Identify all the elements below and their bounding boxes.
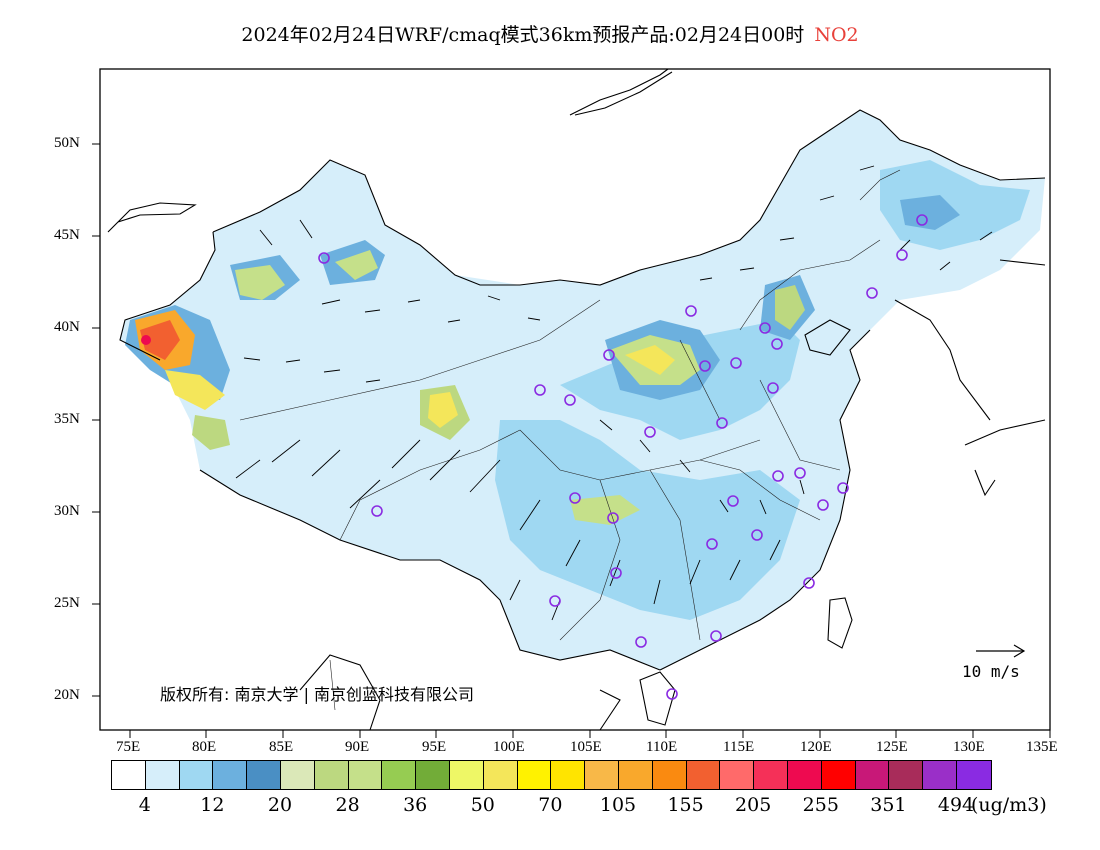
lon-label-115e: 115E <box>723 739 755 755</box>
color-legend-unit: (ug/m3) <box>971 794 1047 816</box>
legend-tick-label: 36 <box>403 794 428 816</box>
legend-swatch <box>517 761 552 789</box>
map-title: 2024年02月24日WRF/cmaq模式36km预报产品:02月24日00时 N… <box>0 20 1100 47</box>
lat-label-20n: 20N <box>54 687 80 703</box>
lat-label-30n: 30N <box>54 503 80 519</box>
lon-label-130e: 130E <box>953 739 985 755</box>
legend-tick-label: 494 <box>937 794 975 816</box>
legend-swatch <box>483 761 518 789</box>
lon-label-90e: 90E <box>345 739 370 755</box>
legend-swatch <box>179 761 214 789</box>
legend-tick-label: 205 <box>735 794 772 816</box>
lon-label-95e: 95E <box>422 739 447 755</box>
lon-label-120e: 120E <box>800 739 832 755</box>
legend-swatch <box>686 761 721 789</box>
copyright-notice: 版权所有: 南京大学 | 南京创蓝科技有限公司 <box>160 685 475 704</box>
legend-swatch <box>618 761 653 789</box>
lat-label-45n: 45N <box>54 227 80 243</box>
legend-tick-label: 105 <box>599 794 637 816</box>
legend-swatch <box>213 761 248 789</box>
city-markers <box>318 214 928 700</box>
lon-label-125e: 125E <box>876 739 908 755</box>
legend-swatch <box>314 761 349 789</box>
lon-label-80e: 80E <box>192 739 217 755</box>
concentration-field <box>120 110 1045 670</box>
legend-swatch <box>145 761 180 789</box>
legend-swatch <box>855 761 890 789</box>
lat-label-40n: 40N <box>54 319 80 335</box>
legend-swatch <box>787 761 822 789</box>
legend-tick-label: 255 <box>802 794 839 816</box>
color-legend-bar <box>111 760 992 790</box>
lon-label-135e: 135E <box>1026 739 1058 755</box>
lat-label-35n: 35N <box>54 411 80 427</box>
lon-label-105e: 105E <box>570 739 602 755</box>
legend-tick-label: 12 <box>200 794 225 816</box>
lon-label-110e: 110E <box>646 739 678 755</box>
wind-reference-arrow <box>976 644 1026 658</box>
legend-swatch <box>821 761 856 789</box>
legend-tick-label: 4 <box>138 794 151 816</box>
legend-tick-label: 50 <box>470 794 495 816</box>
legend-tick-label: 155 <box>667 794 704 816</box>
legend-swatch <box>280 761 315 789</box>
legend-swatch <box>416 761 450 789</box>
legend-swatch <box>585 761 619 789</box>
legend-tick-label: 351 <box>870 794 907 816</box>
legend-swatch <box>923 761 957 789</box>
legend-tick-label: 20 <box>267 794 293 816</box>
legend-swatch <box>720 761 755 789</box>
wind-reference-label: 10 m/s <box>962 662 1020 681</box>
lat-label-25n: 25N <box>54 595 80 611</box>
legend-swatch <box>449 761 484 789</box>
legend-swatch <box>889 761 924 789</box>
legend-tick-label: 28 <box>335 794 360 816</box>
lon-label-100e: 100E <box>493 739 525 755</box>
legend-swatch <box>551 761 586 789</box>
legend-swatch <box>382 761 417 789</box>
title-text: 2024年02月24日WRF/cmaq模式36km预报产品:02月24日00时 <box>241 24 805 46</box>
lat-label-50n: 50N <box>54 135 80 151</box>
legend-swatch <box>754 761 788 789</box>
legend-swatch <box>247 761 281 789</box>
legend-swatch <box>112 761 146 789</box>
province-boundaries <box>239 169 901 711</box>
legend-swatch <box>956 761 991 789</box>
wind-vectors <box>235 165 993 621</box>
axis-ticks <box>92 143 1051 738</box>
lon-label-75e: 75E <box>116 739 141 755</box>
legend-swatch <box>652 761 687 789</box>
pollutant-label: NO2 <box>814 24 859 46</box>
legend-swatch <box>348 761 383 789</box>
legend-tick-label: 70 <box>538 794 563 816</box>
lon-label-85e: 85E <box>269 739 294 755</box>
coastlines-borders <box>107 68 1046 731</box>
